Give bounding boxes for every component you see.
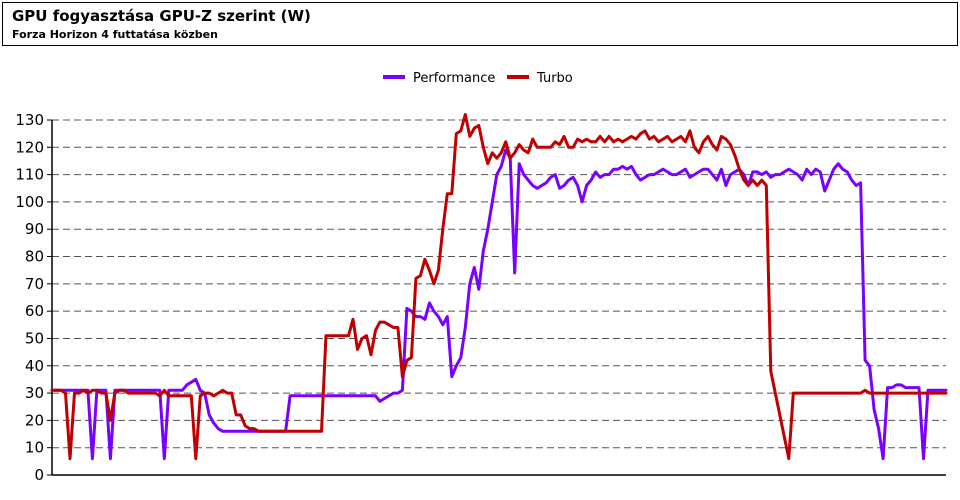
series-line-turbo	[50, 113, 948, 461]
series-lines	[50, 113, 948, 461]
y-tick-label: 120	[15, 138, 44, 156]
y-tick-label: 60	[25, 302, 44, 320]
y-tick-label: 40	[25, 357, 44, 375]
chart-title: GPU fogyasztása GPU-Z szerint (W)	[12, 7, 311, 25]
y-tick-label: 110	[15, 166, 44, 184]
y-tick-label: 80	[25, 248, 44, 266]
y-tick-label: 30	[25, 384, 44, 402]
y-tick-label: 20	[25, 411, 44, 429]
legend-label-performance: Performance	[413, 71, 495, 86]
chart-subtitle: Forza Horizon 4 futtatása közben	[12, 28, 218, 41]
y-tick-label: 90	[25, 220, 44, 238]
y-tick-label: 10	[25, 439, 44, 457]
y-tick-label: 100	[15, 193, 44, 211]
y-tick-label: 130	[15, 111, 44, 129]
series-line-performance	[50, 148, 948, 461]
y-tick-label: 50	[25, 329, 44, 347]
legend-label-turbo: Turbo	[536, 71, 573, 86]
legend: Performance Turbo	[383, 71, 573, 86]
y-axis-ticks: 0 10 20 30 40 50 60 70 80 90 100 110 120 130	[15, 111, 52, 484]
chart-header: GPU fogyasztása GPU-Z szerint (W) Forza …	[2, 2, 958, 46]
y-tick-label: 70	[25, 275, 44, 293]
gridlines	[52, 119, 946, 476]
y-tick-label: 0	[34, 466, 44, 484]
